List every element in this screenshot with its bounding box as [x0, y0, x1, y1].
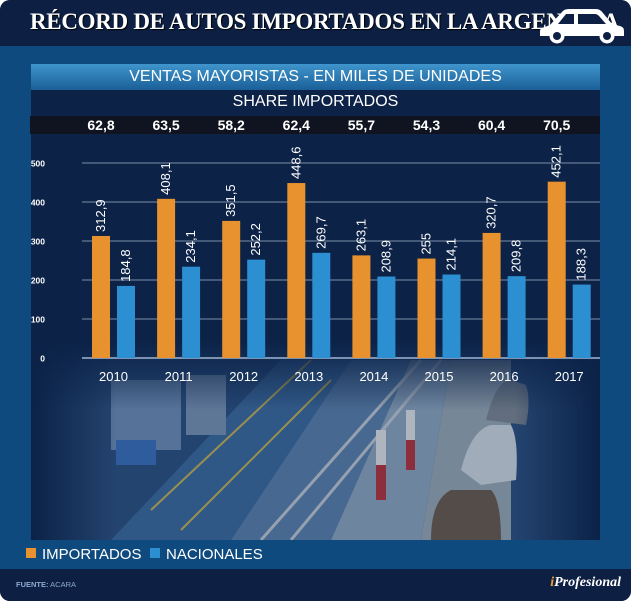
share-row: 62,8 63,5 58,2 62,4 55,7 54,3 60,4 70,5	[30, 116, 600, 134]
source-label: FUENTE:	[16, 580, 49, 589]
x-tick-label: 2014	[359, 369, 388, 384]
bar-importados	[222, 220, 241, 358]
legend-swatch-importados	[26, 548, 36, 558]
x-tick-label: 2017	[555, 369, 584, 384]
bar-importados	[157, 198, 176, 358]
page-title: RÉCORD DE AUTOS IMPORTADOS EN LA ARGENTI…	[30, 9, 619, 34]
legend-item-nacionales: NACIONALES	[150, 546, 263, 563]
bar-nacionales	[247, 259, 266, 358]
share-value: 60,4	[477, 117, 506, 133]
x-tick-label: 2010	[99, 369, 128, 384]
chart-subtitle: VENTAS MAYORISTAS - EN MILES DE UNIDADES	[129, 68, 502, 85]
x-tick-label: 2016	[490, 369, 519, 384]
y-tick-label: 500	[31, 159, 45, 169]
bar-nacionales	[507, 276, 526, 358]
bar-value-label: 448,6	[288, 146, 303, 179]
bar-value-label: 234,1	[183, 230, 198, 263]
bar-value-label: 209,8	[509, 240, 524, 273]
bar-value-label: 312,9	[93, 199, 108, 232]
bar-value-label: 208,9	[378, 240, 393, 273]
y-tick-label: 400	[31, 198, 45, 208]
subtitle-bar: VENTAS MAYORISTAS - EN MILES DE UNIDADES	[31, 64, 600, 90]
bar-value-label: 252,2	[248, 223, 263, 256]
share-value: 58,2	[217, 117, 245, 133]
logo-i: i	[550, 575, 555, 590]
footer: FUENTE: ACARA iProfesional	[0, 569, 631, 601]
share-value: 70,5	[543, 117, 571, 133]
y-tick-label: 0	[40, 354, 45, 364]
bar-value-label: 188,3	[574, 248, 589, 281]
bar-nacionales	[442, 274, 461, 358]
bar-importados	[417, 258, 436, 358]
bar-importados	[287, 183, 306, 358]
bar-importados	[547, 181, 566, 358]
share-value: 62,4	[282, 117, 310, 133]
car-icon	[540, 9, 624, 44]
source-value: ACARA	[50, 580, 77, 589]
bar-value-label: 351,5	[223, 184, 238, 217]
bar-value-label: 452,1	[549, 145, 564, 178]
factory-photo	[31, 340, 600, 540]
share-value: 54,3	[412, 117, 441, 133]
bar-value-label: 214,1	[444, 238, 459, 271]
x-tick-label: 2011	[165, 369, 193, 384]
legend-label: NACIONALES	[166, 546, 263, 563]
bar-nacionales	[182, 266, 201, 358]
share-label: SHARE IMPORTADOS	[232, 93, 399, 110]
bar-value-label: 263,1	[353, 219, 368, 252]
legend-swatch-nacionales	[150, 548, 160, 558]
bar-value-label: 320,7	[484, 196, 499, 229]
bar-importados	[352, 255, 371, 358]
legend-item-importados: IMPORTADOS	[26, 546, 141, 563]
bar-nacionales	[312, 252, 331, 358]
share-value: 63,5	[152, 117, 180, 133]
bar-value-label: 269,7	[313, 216, 328, 249]
bar-importados	[482, 232, 501, 358]
bar-importados	[92, 235, 110, 358]
y-tick-label: 300	[31, 237, 45, 247]
logo-text: Profesional	[554, 575, 621, 590]
x-tick-label: 2013	[294, 369, 323, 384]
legend-label: IMPORTADOS	[42, 546, 142, 563]
bar-nacionales	[377, 276, 396, 358]
y-tick-label: 200	[31, 276, 45, 286]
source-credit: FUENTE: ACARA	[16, 580, 76, 589]
bar-nacionales	[572, 284, 591, 358]
bar-value-label: 255	[419, 233, 434, 255]
share-value: 55,7	[347, 117, 376, 133]
share-value: 62,8	[87, 117, 115, 133]
x-tick-label: 2015	[425, 369, 454, 384]
y-tick-label: 100	[31, 315, 45, 325]
bar-value-label: 408,1	[158, 162, 173, 195]
iprofesional-logo: iProfesional	[550, 575, 621, 591]
bar-nacionales	[117, 285, 135, 358]
header: RÉCORD DE AUTOS IMPORTADOS EN LA ARGENTI…	[0, 0, 631, 46]
bar-value-label: 184,8	[118, 249, 133, 282]
x-tick-label: 2012	[229, 369, 258, 384]
